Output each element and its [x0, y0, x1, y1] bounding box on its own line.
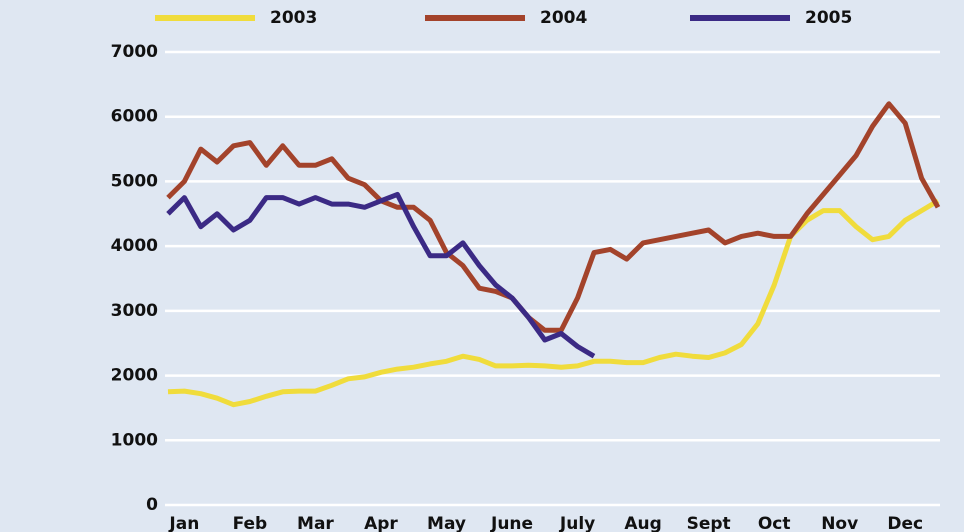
x-tick-label: Nov [821, 514, 858, 532]
x-tick-label: Aug [624, 514, 661, 532]
legend-label: 2004 [540, 8, 587, 28]
y-tick-label: 0 [146, 495, 158, 515]
y-tick-label: 7000 [111, 42, 158, 62]
x-tick-label: Feb [233, 514, 268, 532]
x-tick-label: Sept [687, 514, 731, 532]
series-line [166, 191, 596, 359]
series-line [166, 101, 941, 333]
x-tick-label: June [490, 514, 533, 532]
legend-label: 2003 [270, 8, 317, 28]
y-tick-label: 3000 [111, 301, 158, 321]
series-line [167, 198, 940, 408]
x-tick-label: July [559, 514, 595, 532]
legend-label: 2005 [805, 8, 852, 28]
x-tick-label: Mar [297, 514, 334, 532]
y-tick-label: 1000 [111, 430, 158, 450]
x-tick-label: Jan [168, 514, 199, 532]
y-tick-label: 4000 [111, 236, 158, 256]
y-tick-label: 5000 [111, 171, 158, 191]
y-tick-label: 6000 [111, 107, 158, 127]
x-tick-label: Apr [364, 514, 398, 532]
x-tick-label: Dec [887, 514, 923, 532]
x-tick-label: Oct [758, 514, 791, 532]
x-tick-label: May [427, 514, 466, 532]
y-tick-label: 2000 [111, 366, 158, 386]
